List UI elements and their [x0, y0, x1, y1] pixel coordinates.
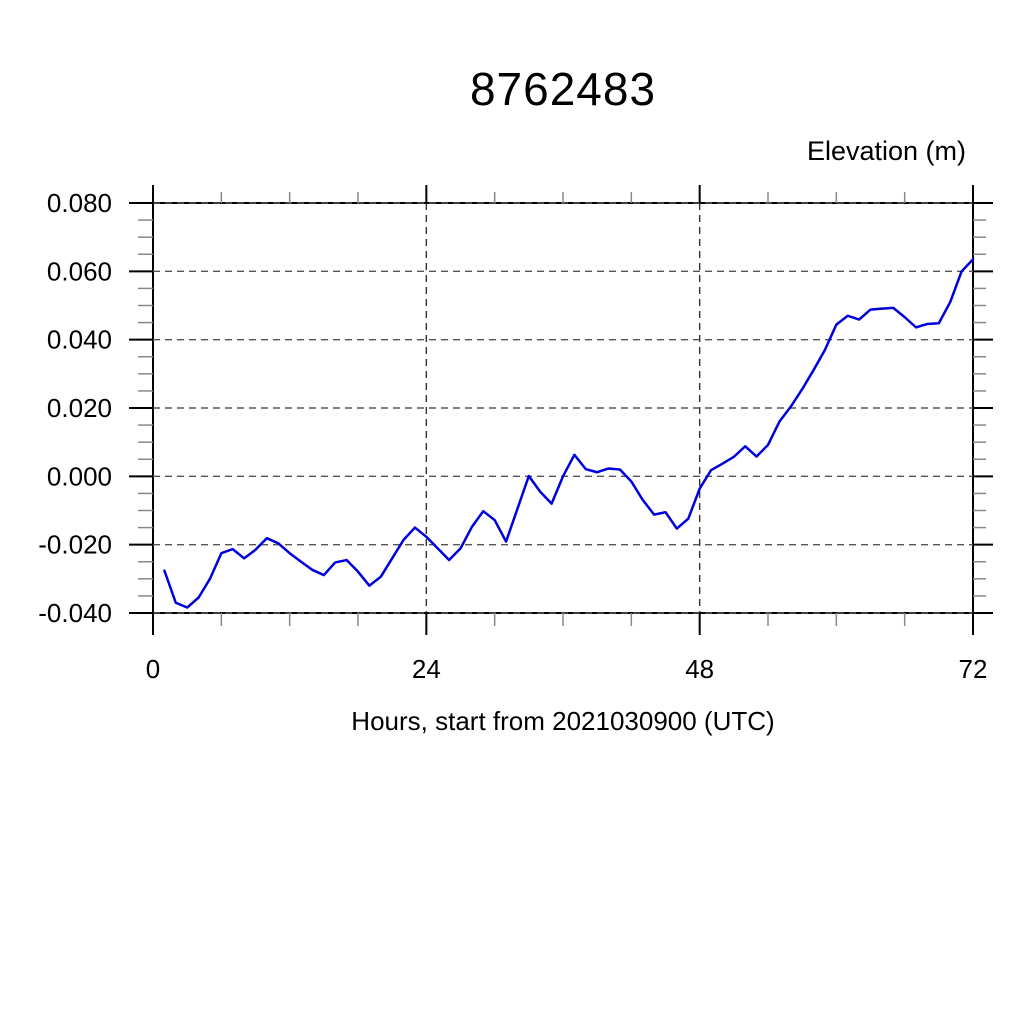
tick-label: -0.020 [38, 530, 112, 560]
tick-label: 0.040 [47, 325, 112, 355]
x-axis-title: Hours, start from 2021030900 (UTC) [351, 706, 775, 736]
tick-label: 24 [412, 654, 441, 684]
tick-label: 0 [146, 654, 160, 684]
tick-label: 48 [685, 654, 714, 684]
tick-label: 0.060 [47, 256, 112, 286]
tick-label: 72 [959, 654, 988, 684]
tick-label: 0.080 [47, 188, 112, 218]
chart-title: 8762483 [469, 63, 657, 115]
y-axis-unit-label: Elevation (m) [806, 136, 966, 166]
elevation-series-line [163, 258, 975, 609]
tick-label: 0.020 [47, 393, 112, 423]
tick-label: 0.000 [47, 461, 112, 491]
tick-label: -0.040 [38, 598, 112, 628]
